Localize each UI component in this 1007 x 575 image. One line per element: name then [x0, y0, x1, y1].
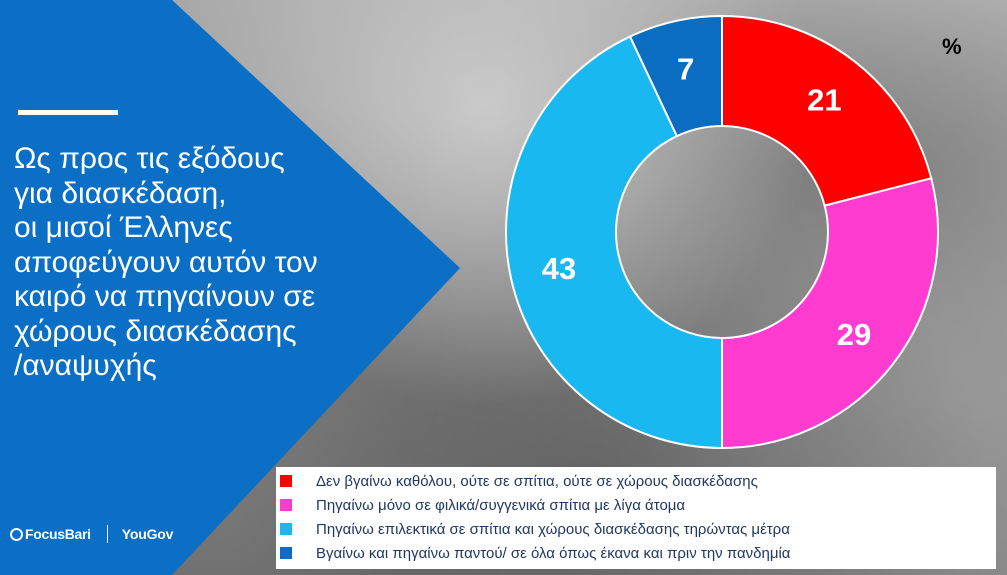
focusbari-logo: FocusBari	[10, 526, 91, 542]
legend-label-3: Πηγαίνω επιλεκτικά σε σπίτια και χώρους …	[316, 520, 790, 538]
legend-swatch-2	[280, 499, 292, 511]
headline-text: Ως προς τις εξόδους για διασκέδαση, οι μ…	[14, 142, 318, 382]
legend-swatch-3	[280, 523, 292, 535]
donut-value-label-3: 43	[542, 251, 576, 286]
legend-item-4: Βγαίνω και πηγαίνω παντού/ σε όλα όπως έ…	[276, 541, 996, 565]
logos: FocusBari YouGov	[10, 522, 173, 546]
unit-label: %	[942, 34, 962, 59]
legend-label-2: Πηγαίνω μόνο σε φιλικά/συγγενικά σπίτια …	[316, 496, 686, 514]
donut-value-label-2: 29	[837, 317, 871, 352]
legend-swatch-1	[280, 475, 292, 487]
donut-slice-4	[628, 14, 723, 138]
focusbari-logo-text: FocusBari	[25, 526, 91, 542]
focusbari-ring-icon	[10, 527, 23, 541]
legend-item-1: Δεν βγαίνω καθόλου, ούτε σε σπίτια, ούτε…	[276, 469, 996, 493]
donut-slice-3	[505, 35, 723, 450]
legend-item-2: Πηγαίνω μόνο σε φιλικά/συγγενικά σπίτια …	[276, 493, 996, 517]
legend-label-1: Δεν βγαίνω καθόλου, ούτε σε σπίτια, ούτε…	[316, 472, 758, 490]
logo-separator	[106, 525, 108, 543]
legend-label-4: Βγαίνω και πηγαίνω παντού/ σε όλα όπως έ…	[316, 544, 791, 562]
legend-item-3: Πηγαίνω επιλεκτικά σε σπίτια και χώρους …	[276, 517, 996, 541]
donut-value-label-1: 21	[807, 83, 841, 118]
blue-panel-shape	[0, 0, 460, 575]
chart-legend: Δεν βγαίνω καθόλου, ούτε σε σπίτια, ούτε…	[276, 467, 996, 569]
yougov-logo: YouGov	[121, 526, 174, 542]
donut-slice-1	[721, 14, 933, 207]
legend-swatch-4	[280, 547, 292, 559]
accent-line	[18, 110, 118, 115]
donut-value-label-4: 7	[677, 52, 694, 87]
donut-slice-2	[721, 177, 939, 450]
